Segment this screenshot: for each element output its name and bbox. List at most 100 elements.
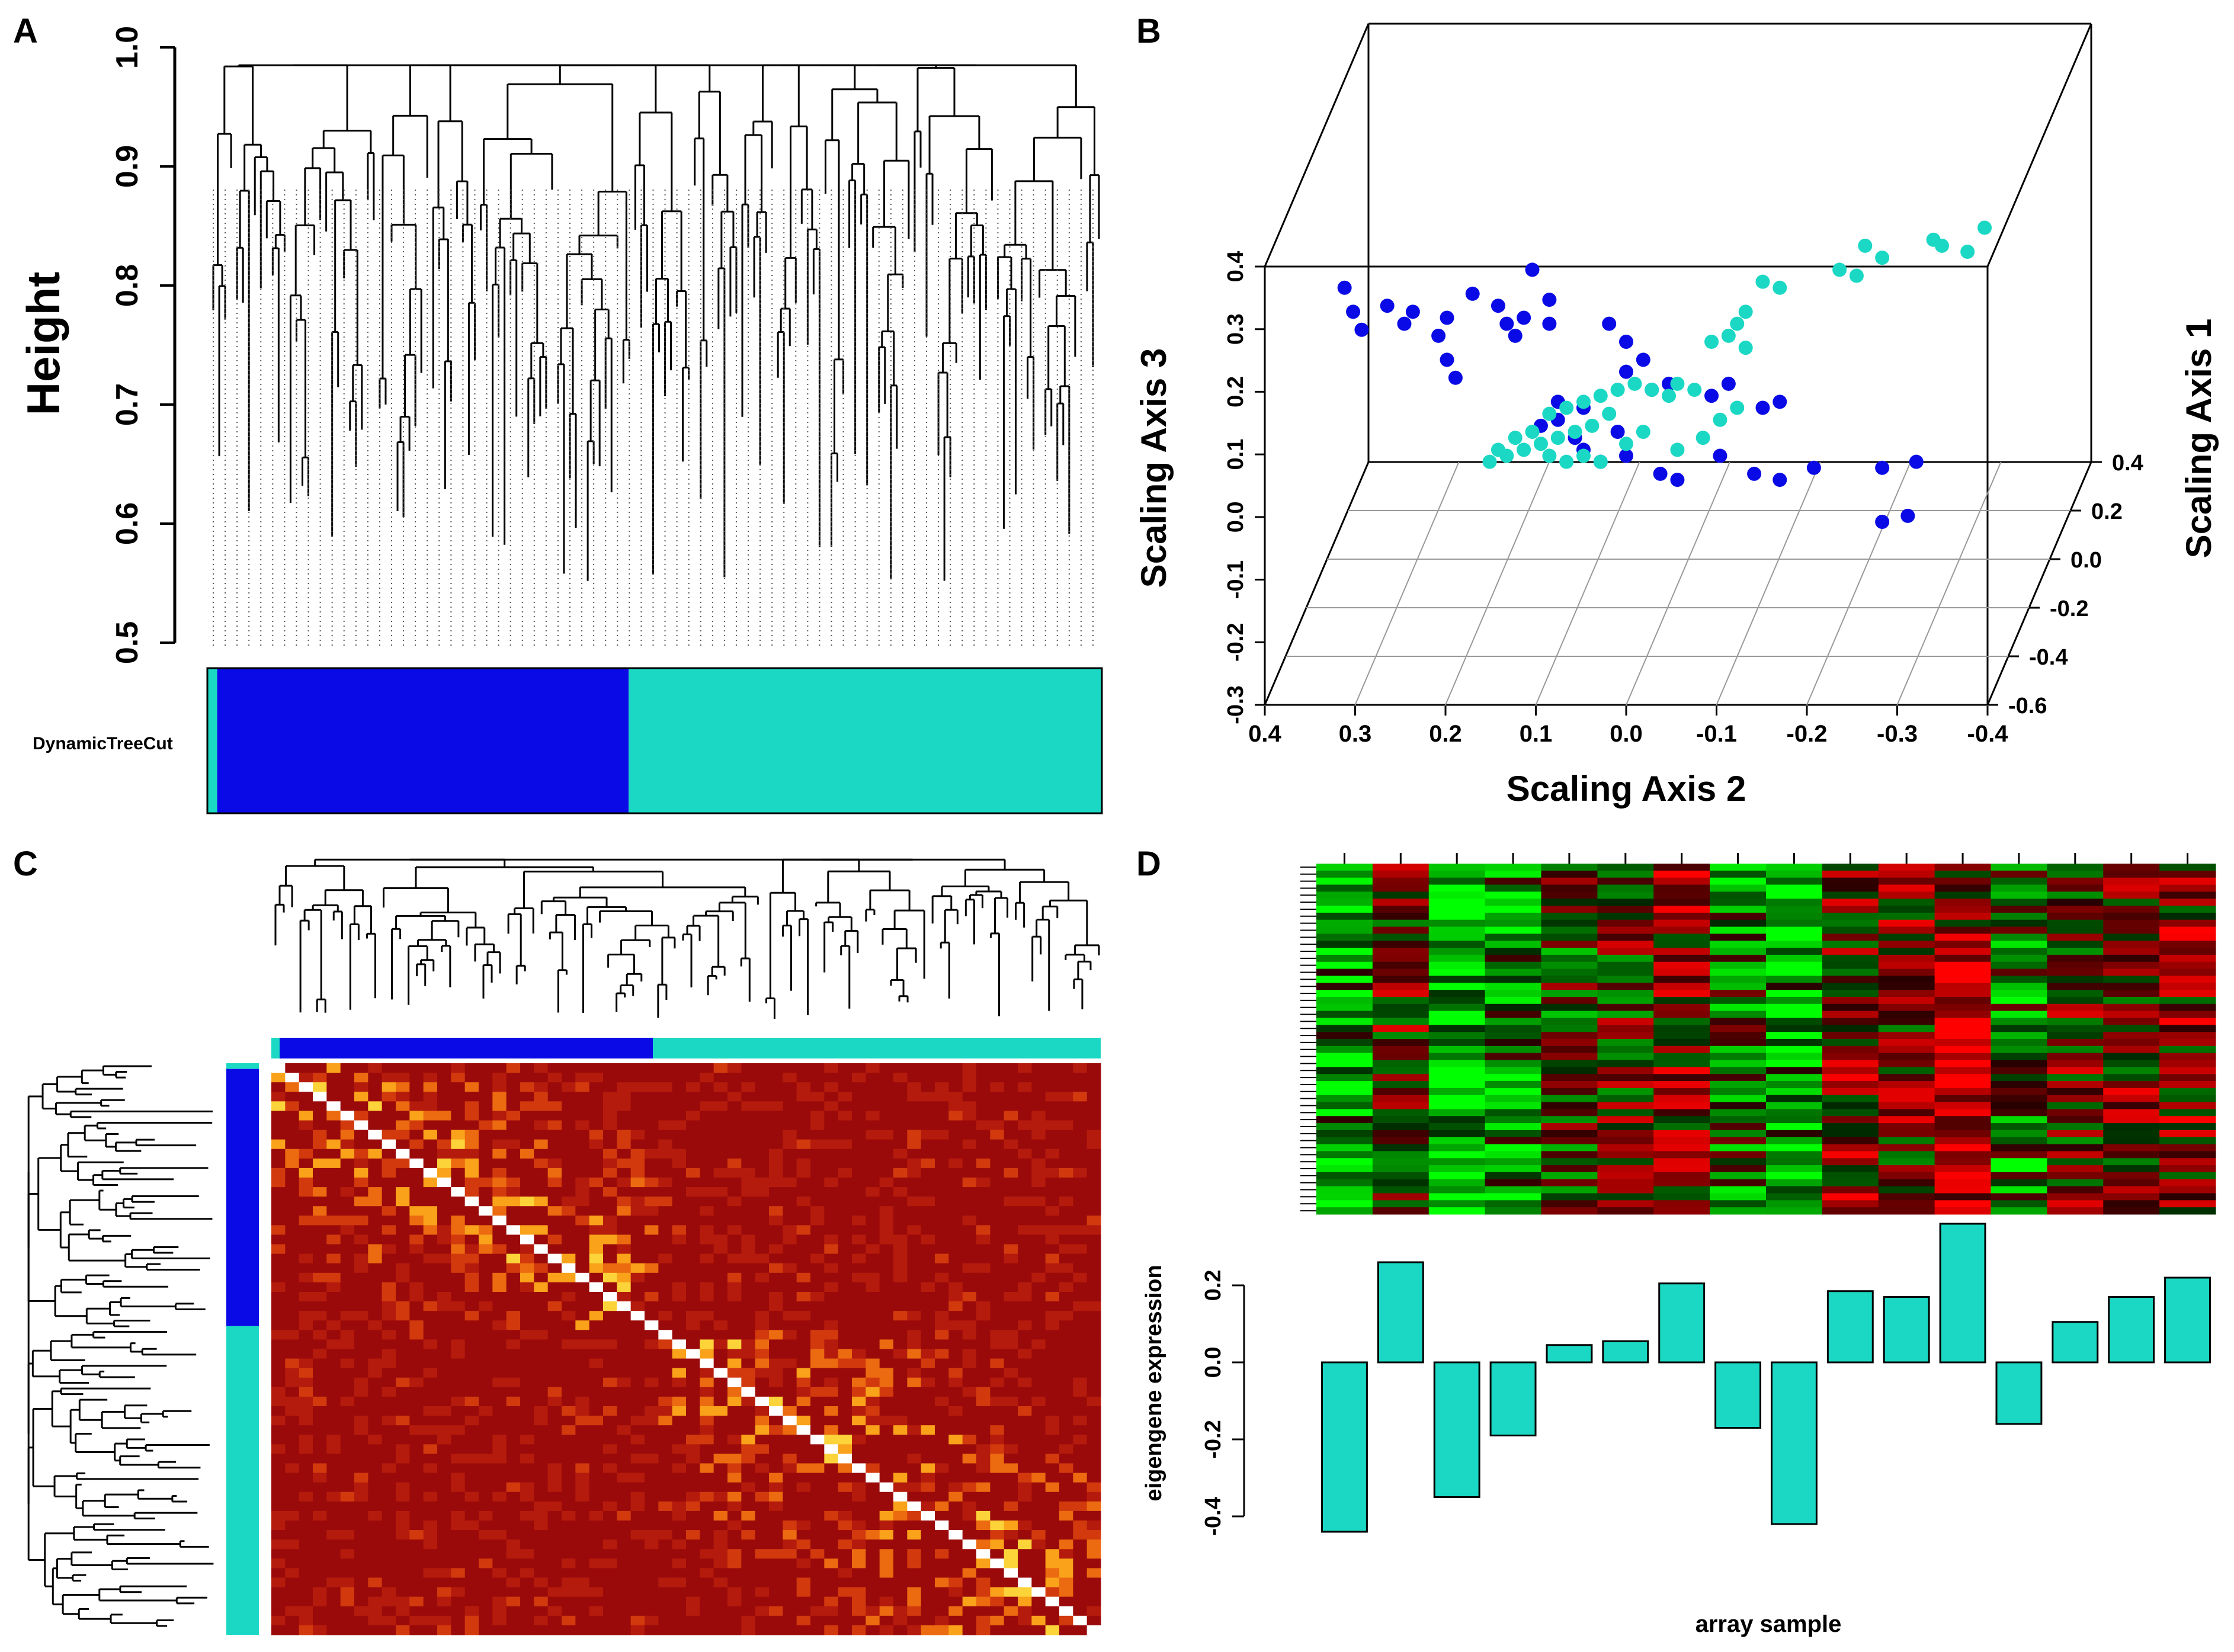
c-heat-cell — [534, 1425, 549, 1435]
c-heat-cell — [1045, 1149, 1060, 1159]
c-heat-cell — [866, 1530, 880, 1540]
c-heat-cell — [409, 1311, 424, 1321]
c-heat-cell — [810, 1301, 825, 1311]
c-heat-cell — [492, 1491, 507, 1502]
c-heat-cell — [1031, 1587, 1046, 1598]
c-heat-cell — [866, 1139, 880, 1150]
c-heat-cell — [354, 1510, 368, 1521]
c-heat-cell — [451, 1082, 466, 1092]
c-heat-cell — [852, 1349, 866, 1359]
c-heat-cell — [437, 1577, 451, 1588]
c-heat-cell — [713, 1587, 728, 1598]
c-heat-cell — [534, 1167, 549, 1178]
c-heat-cell — [368, 1167, 383, 1178]
c-heat-cell — [1045, 1568, 1060, 1578]
c-heat-cell — [313, 1606, 327, 1616]
c-heat-cell — [769, 1149, 783, 1159]
c-heat-cell — [852, 1406, 866, 1416]
c-heat-cell — [727, 1454, 742, 1464]
c-heat-cell — [285, 1596, 300, 1607]
c-heat-cell — [313, 1530, 327, 1540]
c-heat-cell — [354, 1625, 368, 1635]
c-heat-cell — [962, 1473, 977, 1483]
b-point-blue — [1773, 394, 1787, 409]
c-heat-cell — [423, 1596, 438, 1607]
c-heat-cell — [1045, 1330, 1060, 1340]
c-heat-cell — [354, 1615, 368, 1626]
c-heat-cell — [603, 1311, 617, 1321]
c-heat-cell — [520, 1120, 534, 1131]
c-heat-cell — [382, 1454, 396, 1464]
c-heat-cell — [686, 1596, 700, 1607]
c-heat-cell — [741, 1178, 756, 1188]
c-heat-cell — [658, 1587, 673, 1598]
c-heat-cell — [741, 1253, 756, 1264]
c-heat-cell — [382, 1625, 396, 1635]
c-heat-cell — [354, 1178, 368, 1188]
c-heat-cell — [990, 1435, 1005, 1445]
d-heat-cell — [1991, 870, 2047, 878]
c-heat-cell — [796, 1197, 811, 1207]
c-heat-cell — [271, 1530, 286, 1540]
c-heat-cell — [409, 1568, 424, 1578]
c-heat-cell — [299, 1111, 313, 1121]
c-heat-cell — [271, 1521, 286, 1531]
c-heat-cell — [713, 1263, 728, 1274]
c-heat-cell — [354, 1368, 368, 1378]
c-heat-cell — [547, 1282, 562, 1292]
c-heat-cell — [645, 1225, 659, 1235]
c-heat-cell — [948, 1482, 963, 1493]
c-heat-cell — [893, 1482, 908, 1493]
c-heat-cell — [340, 1244, 355, 1255]
c-heat-cell — [866, 1073, 880, 1083]
c-heat-cell — [645, 1272, 659, 1283]
c-heat-cell — [409, 1139, 424, 1150]
c-heat-cell — [382, 1558, 396, 1568]
d-heat-cell — [1878, 877, 1935, 886]
c-heat-cell — [1045, 1158, 1060, 1169]
c-heat-cell — [700, 1501, 714, 1512]
c-heat-cell — [313, 1082, 327, 1092]
c-heat-cell — [409, 1463, 424, 1474]
c-heat-cell — [741, 1167, 756, 1178]
c-heat-cell — [382, 1568, 396, 1578]
c-heat-cell — [1045, 1206, 1060, 1216]
c-heat-cell — [547, 1063, 562, 1073]
c-heat-cell — [769, 1120, 783, 1131]
c-heat-cell — [506, 1330, 521, 1340]
c-heat-cell — [1031, 1577, 1046, 1588]
c-heat-cell — [340, 1263, 355, 1274]
c-heat-cell — [990, 1482, 1005, 1493]
c-heat-cell — [838, 1596, 852, 1607]
a-module-blue-1 — [217, 668, 629, 813]
c-heat-cell — [755, 1149, 770, 1159]
c-heat-cell — [299, 1225, 313, 1235]
c-heat-cell — [617, 1206, 632, 1216]
c-heat-cell — [547, 1197, 562, 1207]
c-heat-cell — [547, 1253, 562, 1264]
c-heat-cell — [741, 1234, 756, 1245]
d-heat-cell — [1372, 891, 1429, 899]
c-heat-cell — [755, 1092, 770, 1102]
c-heat-cell — [340, 1482, 355, 1493]
c-heat-cell — [285, 1082, 300, 1092]
c-heat-cell — [783, 1149, 797, 1159]
c-heat-cell — [838, 1073, 852, 1083]
c-heat-cell — [1045, 1396, 1060, 1407]
c-heat-cell — [492, 1349, 507, 1359]
c-heat-cell — [796, 1149, 811, 1159]
c-heat-cell — [589, 1101, 604, 1111]
c-heat-cell — [479, 1435, 493, 1445]
b-point-turquoise — [1875, 251, 1890, 265]
c-heat-cell — [285, 1491, 300, 1502]
c-heat-cell — [658, 1349, 673, 1359]
c-heat-cell — [479, 1311, 493, 1321]
c-heat-cell — [741, 1292, 756, 1302]
c-heat-cell — [451, 1292, 466, 1302]
c-heat-cell — [285, 1463, 300, 1474]
d-heat-cell — [1934, 864, 1991, 871]
c-heat-cell — [866, 1263, 880, 1274]
c-heat-cell — [492, 1615, 507, 1626]
c-heat-cell — [1073, 1158, 1088, 1169]
c-heat-cell — [340, 1568, 355, 1578]
